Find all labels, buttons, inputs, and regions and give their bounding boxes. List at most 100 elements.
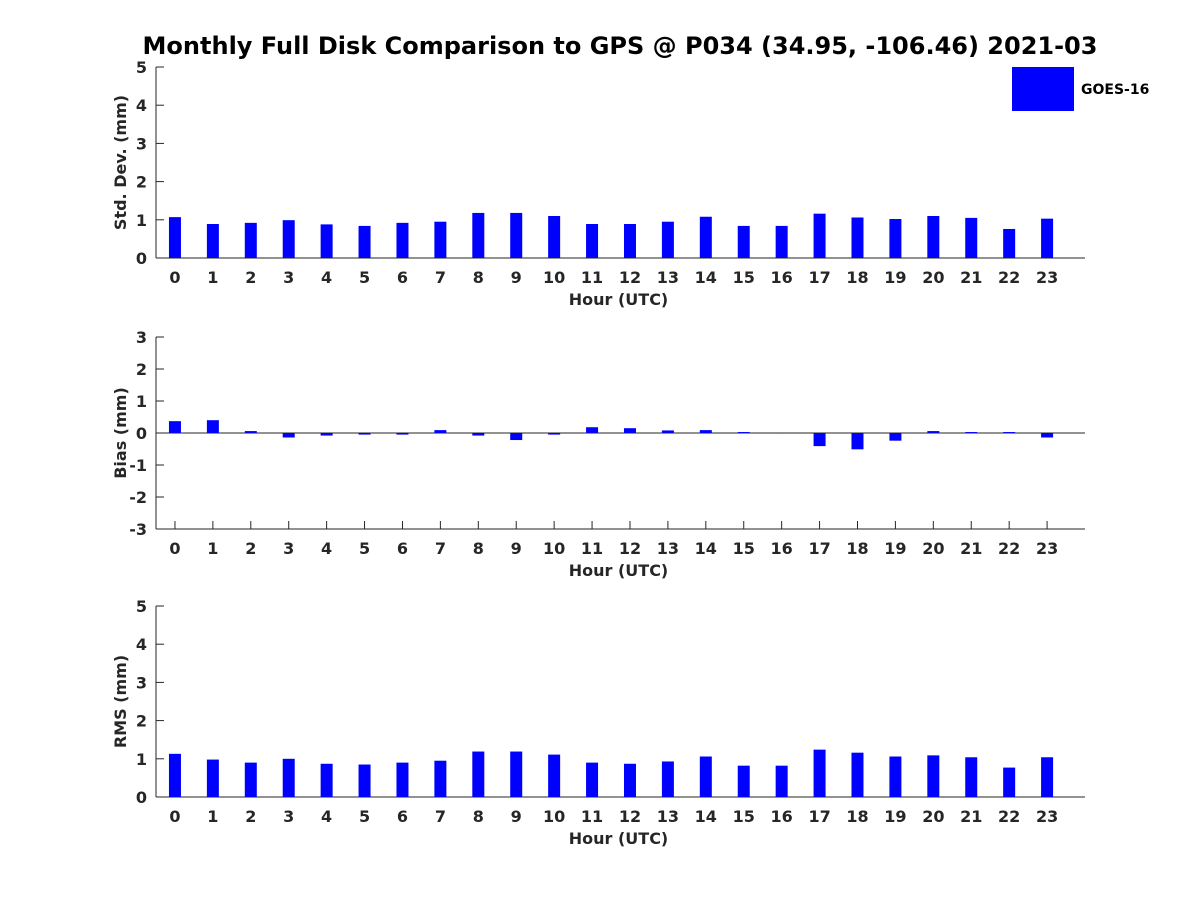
std-x-tick-label: 19 (884, 268, 906, 287)
std-y-tick-label: 2 (136, 173, 147, 192)
bias-x-tick-label: 12 (619, 539, 641, 558)
legend: GOES-16 (1012, 67, 1149, 111)
rms-bar-4 (320, 763, 333, 797)
bias-x-tick-label: 3 (283, 539, 294, 558)
bias-x-tick-label: 0 (169, 539, 180, 558)
std-bar-19 (889, 219, 902, 258)
bias-x-label: Hour (UTC) (569, 561, 669, 580)
std-bar-8 (472, 212, 485, 258)
std-bar-2 (244, 222, 257, 258)
rms-x-tick-label: 19 (884, 807, 906, 826)
rms-x-tick-label: 10 (543, 807, 565, 826)
bias-y-tick-label: 3 (136, 328, 147, 347)
std-bar-13 (661, 221, 674, 258)
rms-x-tick-label: 18 (846, 807, 868, 826)
rms-bar-13 (661, 761, 674, 797)
std-bar-5 (358, 225, 371, 258)
bias-bar-8 (472, 433, 485, 436)
bias-bar-14 (699, 430, 712, 433)
chart-title: Monthly Full Disk Comparison to GPS @ P0… (143, 32, 1098, 60)
std-x-tick-label: 21 (960, 268, 982, 287)
std-x-tick-label: 11 (581, 268, 603, 287)
std-x-tick-label: 14 (695, 268, 717, 287)
std-bar-4 (320, 224, 333, 258)
bias-x-tick-label: 17 (808, 539, 830, 558)
std-x-tick-label: 16 (771, 268, 793, 287)
bias-x-tick-label: 11 (581, 539, 603, 558)
bias-bar-5 (358, 433, 371, 435)
std-x-tick-label: 10 (543, 268, 565, 287)
std-y-tick-label: 3 (136, 134, 147, 153)
rms-y-tick-label: 4 (136, 635, 147, 654)
rms-bar-14 (699, 756, 712, 797)
rms-x-tick-label: 17 (808, 807, 830, 826)
bias-x-tick-label: 2 (245, 539, 256, 558)
rms-x-tick-label: 1 (207, 807, 218, 826)
rms-y-tick-label: 2 (136, 712, 147, 731)
rms-x-tick-label: 3 (283, 807, 294, 826)
bias-y-label: Bias (mm) (111, 387, 130, 479)
bias-x-tick-label: 16 (771, 539, 793, 558)
std-x-label: Hour (UTC) (569, 290, 669, 309)
bias-y-tick-label: 0 (136, 424, 147, 443)
std-x-tick-label: 9 (511, 268, 522, 287)
rms-x-tick-label: 16 (771, 807, 793, 826)
std-x-tick-label: 20 (922, 268, 944, 287)
bias-bar-6 (396, 433, 409, 435)
bias-x-tick-label: 8 (473, 539, 484, 558)
bias-bar-18 (851, 433, 864, 450)
std-bar-14 (699, 216, 712, 258)
bias-x-tick-label: 7 (435, 539, 446, 558)
std-x-tick-label: 1 (207, 268, 218, 287)
std-x-tick-label: 0 (169, 268, 180, 287)
rms-bar-15 (737, 765, 750, 797)
bias-y-tick-label: 2 (136, 360, 147, 379)
std-y-tick-label: 4 (136, 96, 147, 115)
rms-x-tick-label: 8 (473, 807, 484, 826)
rms-bar-3 (282, 758, 295, 797)
rms-bar-21 (965, 757, 978, 797)
bias-x-tick-label: 1 (207, 539, 218, 558)
std-x-tick-label: 8 (473, 268, 484, 287)
rms-bar-9 (510, 751, 523, 797)
std-x-tick-label: 17 (808, 268, 830, 287)
bias-y-tick-label: 1 (136, 392, 147, 411)
rms-x-tick-label: 9 (511, 807, 522, 826)
rms-x-tick-label: 13 (657, 807, 679, 826)
rms-bar-5 (358, 764, 371, 797)
bias-bar-7 (434, 430, 447, 433)
rms-bar-10 (548, 754, 561, 797)
rms-x-label: Hour (UTC) (569, 829, 669, 848)
rms-bar-19 (889, 756, 902, 797)
bias-bar-15 (737, 432, 750, 433)
std-x-tick-label: 13 (657, 268, 679, 287)
rms-bar-6 (396, 762, 409, 797)
rms-x-tick-label: 20 (922, 807, 944, 826)
std-bar-15 (737, 225, 750, 258)
std-bar-11 (586, 224, 599, 258)
rms-x-tick-label: 5 (359, 807, 370, 826)
bias-bar-12 (623, 428, 636, 433)
bias-bar-9 (510, 433, 523, 441)
bias-x-tick-label: 22 (998, 539, 1020, 558)
std-x-tick-label: 6 (397, 268, 408, 287)
rms-x-tick-label: 22 (998, 807, 1020, 826)
rms-y-tick-label: 5 (136, 597, 147, 616)
rms-bar-1 (206, 759, 219, 797)
std-y-tick-label: 0 (136, 249, 147, 268)
bias-bar-17 (813, 433, 826, 447)
bias-y-tick-label: -3 (129, 520, 147, 539)
bias-x-tick-label: 13 (657, 539, 679, 558)
bias-x-tick-label: 9 (511, 539, 522, 558)
bias-bar-19 (889, 433, 902, 441)
bias-x-tick-label: 5 (359, 539, 370, 558)
rms-x-tick-label: 23 (1036, 807, 1058, 826)
std-bar-3 (282, 220, 295, 258)
rms-bar-7 (434, 760, 447, 797)
rms-bar-2 (244, 762, 257, 797)
std-bar-9 (510, 212, 523, 258)
std-x-tick-label: 18 (846, 268, 868, 287)
